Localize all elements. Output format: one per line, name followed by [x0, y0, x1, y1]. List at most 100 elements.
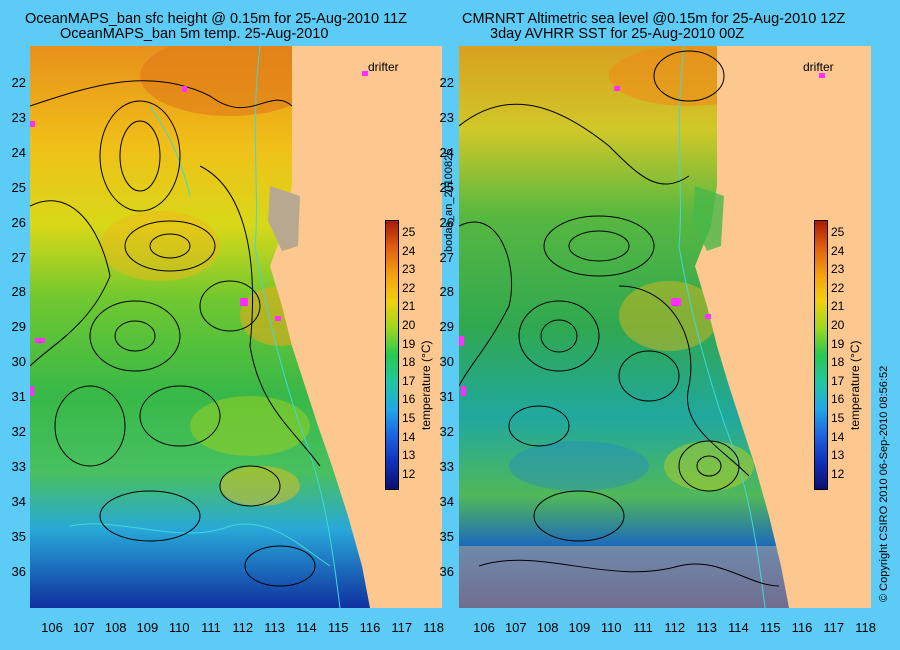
- x-tick-label: 109: [568, 620, 591, 635]
- x-tick-label: 106: [41, 620, 63, 635]
- y-tick-label: 31: [439, 389, 454, 405]
- y-tick-label: 34: [11, 493, 26, 509]
- colorbar-tick-label: 13: [831, 448, 845, 463]
- land-mass: [270, 46, 442, 608]
- y-tick-label: 31: [11, 389, 26, 405]
- y-tick-label: 22: [439, 75, 454, 90]
- x-tick-label: 108: [536, 620, 559, 635]
- colorbar-tick-label: 24: [831, 243, 845, 258]
- isobath-line: [678, 46, 766, 608]
- x-tick-label: 112: [664, 620, 686, 635]
- copyright-label: © Copyright CSIRO 2010 06-Sep-2010 08:56…: [878, 365, 890, 602]
- warm-patch: [619, 281, 719, 351]
- ssh-contours: [30, 80, 321, 587]
- y-tick-label: 28: [11, 284, 26, 300]
- x-tick-label: 118: [855, 620, 876, 635]
- y-tick-label: 25: [439, 179, 454, 195]
- colorbar-tick-label: 17: [402, 373, 416, 388]
- x-tick-label: 113: [264, 620, 285, 635]
- colorbar-tick-label: 18: [402, 355, 416, 370]
- colorbar-tick-label: 24: [402, 243, 416, 258]
- colorbar-tick-label: 25: [402, 225, 416, 239]
- x-tick-label: 115: [759, 620, 781, 635]
- warm-patch: [220, 466, 300, 506]
- left-title-line2: OceanMAPS_ban 5m temp. 25-Aug-2010: [60, 26, 329, 42]
- colorbar-tick-label: 22: [402, 280, 416, 295]
- y-tick-label: 29: [11, 319, 26, 335]
- left-map-panel: drifter 25 24 23 22 21 20 19 18 17 16 15 14 13 12 tem…: [30, 46, 442, 608]
- y-tick-label: 23: [439, 109, 454, 125]
- y-tick-label: 29: [439, 319, 454, 335]
- isobath-line: [254, 46, 341, 608]
- y-tick-label: 34: [439, 493, 454, 509]
- right-title-line2: 3day AVHRR SST for 25-Aug-2010 00Z: [490, 26, 745, 42]
- y-tick-label: 35: [11, 528, 26, 544]
- colorbar-tick-label: 20: [402, 318, 416, 332]
- coastal-strip: [693, 186, 724, 251]
- colorbar-tick-label: 19: [831, 336, 845, 351]
- drifter-legend-label: drifter: [803, 60, 834, 74]
- x-tick-label: 114: [728, 620, 749, 635]
- x-tick-label: 110: [168, 620, 190, 635]
- colorbar-tick-label: 15: [831, 411, 845, 425]
- colorbar-tick-label: 21: [402, 299, 416, 314]
- colorbar-tick-label: 23: [402, 262, 416, 277]
- x-tick-label: 114: [296, 620, 317, 635]
- colorbar-tick-label: 15: [402, 411, 416, 425]
- warm-patch: [190, 396, 310, 456]
- ssh-contours: [459, 50, 780, 587]
- colorbar-tick-label: 14: [831, 429, 845, 444]
- colorbar-scale: [814, 220, 828, 490]
- shelf-island: [268, 186, 300, 251]
- colorbar-tick-label: 12: [402, 466, 416, 481]
- y-tick-label: 27: [11, 249, 26, 265]
- colorbar-tick-label: 18: [831, 355, 845, 370]
- colorbar-tick-label: 21: [831, 299, 845, 314]
- y-tick-label: 30: [439, 354, 454, 370]
- y-tick-label: 23: [11, 109, 26, 125]
- right-title-line1: CMRNRT Altimetric sea level @0.15m for 2…: [462, 11, 846, 27]
- y-tick-label: 25: [11, 179, 26, 195]
- x-tick-label: 106: [473, 620, 495, 635]
- x-tick-label: 111: [633, 620, 653, 635]
- warm-patch: [664, 441, 754, 491]
- colorbar-tick-label: 16: [831, 392, 845, 407]
- x-tick-label: 117: [823, 620, 845, 635]
- y-tick-label: 33: [11, 458, 26, 474]
- warm-patch: [140, 46, 320, 116]
- run-id-label: bodas_an_20100825: [443, 148, 455, 252]
- x-tick-label: 107: [504, 620, 527, 635]
- x-tick-label: 110: [600, 620, 622, 635]
- y-tick-label: 28: [439, 284, 454, 300]
- colorbar-tick-label: 16: [402, 392, 416, 407]
- drifter-legend-label: drifter: [368, 60, 399, 74]
- x-tick-label: 115: [327, 620, 349, 635]
- y-tick-label: 32: [11, 424, 26, 439]
- y-tick-label: 26: [439, 214, 454, 230]
- left-title-line1: OceanMAPS_ban sfc height @ 0.15m for 25-…: [25, 11, 407, 27]
- y-tick-label: 30: [11, 354, 26, 370]
- x-tick-label: 111: [201, 620, 221, 635]
- x-tick-label: 107: [72, 620, 95, 635]
- y-tick-label: 24: [11, 144, 26, 160]
- y-tick-label: 26: [11, 214, 26, 230]
- y-tick-label: 27: [439, 249, 454, 265]
- colorbar-tick-label: 14: [402, 429, 416, 444]
- x-tick-label: 112: [232, 620, 254, 635]
- y-tick-label: 36: [11, 563, 26, 579]
- colorbar-tick-label: 13: [402, 448, 416, 463]
- x-tick-label: 117: [391, 620, 413, 635]
- colorbar-tick-label: 19: [402, 336, 416, 351]
- isobath-line: [69, 105, 331, 567]
- left-map-svg: [30, 46, 442, 608]
- right-map-panel: drifter 25 24 23 22 21 20 19 18 17 16 15 14 13 12 tem…: [459, 46, 871, 608]
- right-map-svg: [459, 46, 871, 608]
- y-tick-label: 22: [11, 75, 26, 90]
- colorbar-tick-label: 17: [831, 373, 845, 388]
- cool-patch: [509, 441, 649, 491]
- drifter-markers: [30, 71, 368, 396]
- colorbar-scale: [385, 220, 399, 490]
- y-tick-label: 24: [439, 144, 454, 160]
- warm-patch: [100, 211, 220, 281]
- x-tick-label: 108: [104, 620, 127, 635]
